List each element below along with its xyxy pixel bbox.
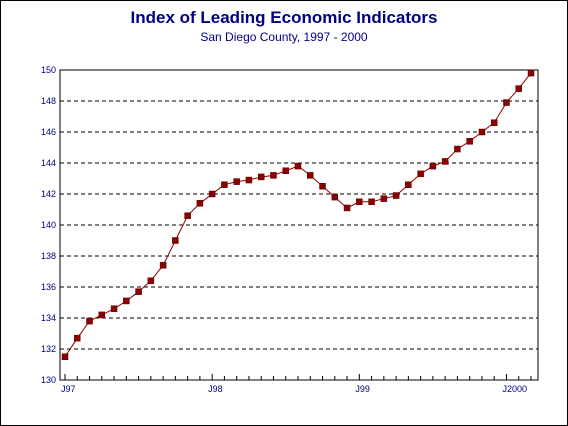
data-point bbox=[441, 158, 449, 165]
data-point bbox=[208, 190, 216, 198]
data-point bbox=[159, 262, 167, 269]
data-point bbox=[135, 288, 142, 295]
y-tick-label: 146 bbox=[41, 127, 56, 137]
data-point bbox=[380, 195, 388, 202]
data-point bbox=[184, 212, 191, 219]
data-point bbox=[307, 172, 314, 179]
data-point bbox=[172, 237, 179, 244]
data-point bbox=[503, 99, 510, 106]
y-tick-label: 138 bbox=[41, 251, 56, 261]
data-point bbox=[257, 173, 265, 181]
data-point bbox=[196, 200, 204, 207]
data-point bbox=[392, 192, 400, 199]
data-point bbox=[429, 162, 437, 170]
data-point bbox=[527, 69, 535, 77]
data-point bbox=[110, 305, 118, 312]
data-point bbox=[466, 138, 473, 145]
chart-title: Index of Leading Economic Indicators bbox=[130, 8, 438, 27]
data-point bbox=[515, 85, 522, 92]
data-point bbox=[478, 128, 486, 136]
data-point bbox=[331, 193, 339, 201]
x-tick-label: J97 bbox=[61, 384, 76, 394]
data-point bbox=[86, 317, 93, 325]
y-tick-label: 136 bbox=[41, 282, 56, 292]
y-tick-label: 142 bbox=[41, 189, 56, 199]
data-point bbox=[74, 334, 81, 342]
data-point bbox=[294, 162, 302, 170]
y-tick-label: 132 bbox=[41, 344, 56, 354]
data-point bbox=[233, 178, 240, 185]
data-point bbox=[356, 198, 363, 205]
x-tick-label: J98 bbox=[208, 384, 223, 394]
plot-border bbox=[59, 69, 539, 381]
data-point bbox=[319, 183, 326, 190]
data-point bbox=[368, 198, 375, 205]
data-point bbox=[270, 172, 277, 179]
data-point bbox=[61, 353, 69, 360]
data-point bbox=[454, 145, 461, 153]
y-tick-label: 130 bbox=[41, 375, 56, 385]
x-tick-label: J99 bbox=[355, 384, 370, 394]
y-tick-label: 150 bbox=[41, 65, 56, 75]
data-point bbox=[282, 167, 289, 174]
data-point bbox=[343, 204, 351, 212]
data-point bbox=[147, 277, 155, 285]
data-point bbox=[490, 119, 498, 126]
data-point bbox=[221, 181, 228, 188]
y-tick-label: 134 bbox=[41, 313, 56, 323]
y-tick-label: 148 bbox=[41, 96, 56, 106]
y-tick-label: 144 bbox=[41, 158, 56, 168]
data-point bbox=[405, 181, 412, 188]
x-tick-label: J2000 bbox=[502, 384, 527, 394]
data-point bbox=[417, 170, 424, 178]
chart-subtitle: San Diego County, 1997 - 2000 bbox=[200, 30, 368, 44]
data-point bbox=[245, 176, 253, 184]
data-point bbox=[123, 297, 130, 305]
data-point bbox=[98, 311, 106, 319]
y-tick-label: 140 bbox=[41, 220, 56, 230]
